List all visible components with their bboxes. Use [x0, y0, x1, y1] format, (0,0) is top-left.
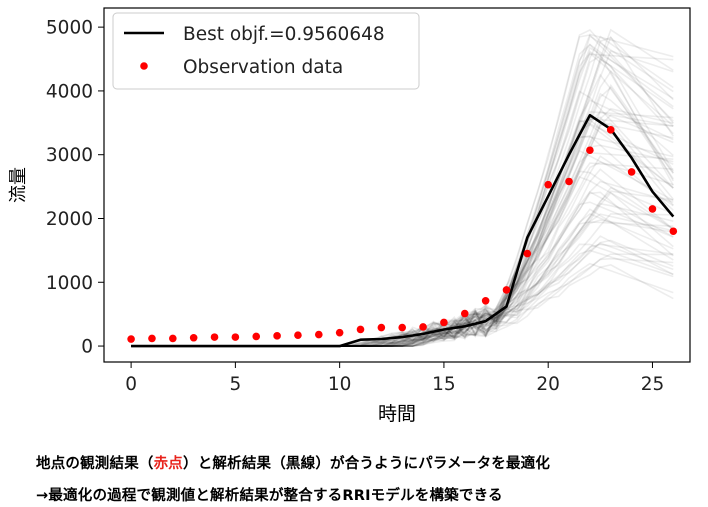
observation-point: [377, 323, 386, 332]
observation-point: [627, 168, 636, 176]
observation-points: [127, 126, 678, 343]
ensemble-run-line: [131, 135, 674, 347]
observation-point: [502, 286, 511, 294]
observation-point: [252, 332, 261, 341]
ensemble-run-line: [131, 119, 674, 347]
x-tick-label: 0: [125, 374, 137, 395]
caption-line-1-start: 地点の観測結果（: [36, 456, 154, 472]
observation-point: [648, 205, 657, 213]
observation-point: [419, 323, 427, 331]
ensemble-run-line: [131, 119, 674, 347]
observation-point: [356, 325, 365, 334]
y-tick-label: 2000: [46, 209, 93, 230]
observation-point: [586, 146, 594, 155]
x-tick-label: 10: [328, 374, 352, 395]
y-tick-label: 1000: [46, 273, 93, 294]
observation-point: [148, 334, 156, 343]
observation-point: [481, 296, 490, 305]
observation-point: [669, 227, 678, 236]
observation-point: [565, 177, 573, 186]
observation-point: [398, 323, 407, 332]
y-tick-label: 0: [81, 337, 93, 358]
observation-point: [440, 318, 448, 327]
legend-label-observation: Observation data: [183, 57, 343, 78]
observation-point: [606, 126, 615, 134]
y-axis-label: 流量: [8, 167, 29, 203]
caption-red-text: 赤点: [153, 456, 184, 472]
ensemble-run-line: [131, 50, 674, 347]
ensemble-run-line: [131, 168, 674, 347]
observation-point: [127, 335, 135, 343]
legend: Best objf.=0.9560648 Observation data: [112, 12, 420, 90]
y-axis-ticks: 0 1000 2000 3000 4000 5000: [46, 18, 104, 358]
legend-label-best: Best objf.=0.9560648: [183, 24, 385, 45]
caption-line-1: 地点の観測結果（赤点）と解析結果（黒線）が合うようにパラメータを最適化: [36, 452, 550, 473]
caption-line-1-end: ）と解析結果（黒線）が合うようにパラメータを最適化: [183, 456, 551, 472]
x-axis-ticks: 0 5 10 15 20 25: [125, 362, 664, 395]
x-axis-label: 時間: [378, 403, 416, 425]
y-tick-label: 3000: [46, 145, 93, 166]
observation-point: [294, 331, 302, 340]
x-tick-label: 20: [536, 374, 560, 395]
best-line-group: [131, 113, 675, 348]
ensemble-run-line: [131, 135, 674, 347]
observation-point: [314, 330, 323, 339]
ensemble-run-line: [131, 170, 674, 347]
legend-box: [112, 12, 420, 90]
legend-point-swatch: [140, 62, 148, 70]
observation-point: [460, 309, 469, 318]
observation-point: [544, 180, 552, 189]
ensemble-run-line: [131, 53, 674, 347]
best-fit-line: [131, 113, 675, 348]
y-tick-label: 5000: [46, 18, 93, 39]
caption-line-2: →最適化の過程で観測値と解析結果が整合するRRIモデルを構築できる: [36, 488, 503, 504]
observation-point: [189, 333, 198, 342]
observation-point: [231, 333, 240, 341]
ensemble-run-line: [131, 50, 674, 347]
ensemble-run-line: [131, 52, 674, 347]
x-tick-label: 15: [432, 374, 456, 395]
plot-frame: [103, 7, 691, 363]
x-tick-label: 25: [641, 374, 665, 395]
flow-chart: 0 5 10 15 20 25 0 1000 2000 3000 4000 5000 時間 流量 B…: [8, 7, 691, 425]
observation-point: [210, 333, 219, 341]
observation-point: [335, 328, 344, 337]
observation-point: [169, 334, 177, 343]
observation-point: [273, 332, 281, 340]
x-tick-label: 5: [229, 374, 241, 395]
y-tick-label: 4000: [46, 81, 93, 102]
observation-point: [523, 249, 532, 258]
